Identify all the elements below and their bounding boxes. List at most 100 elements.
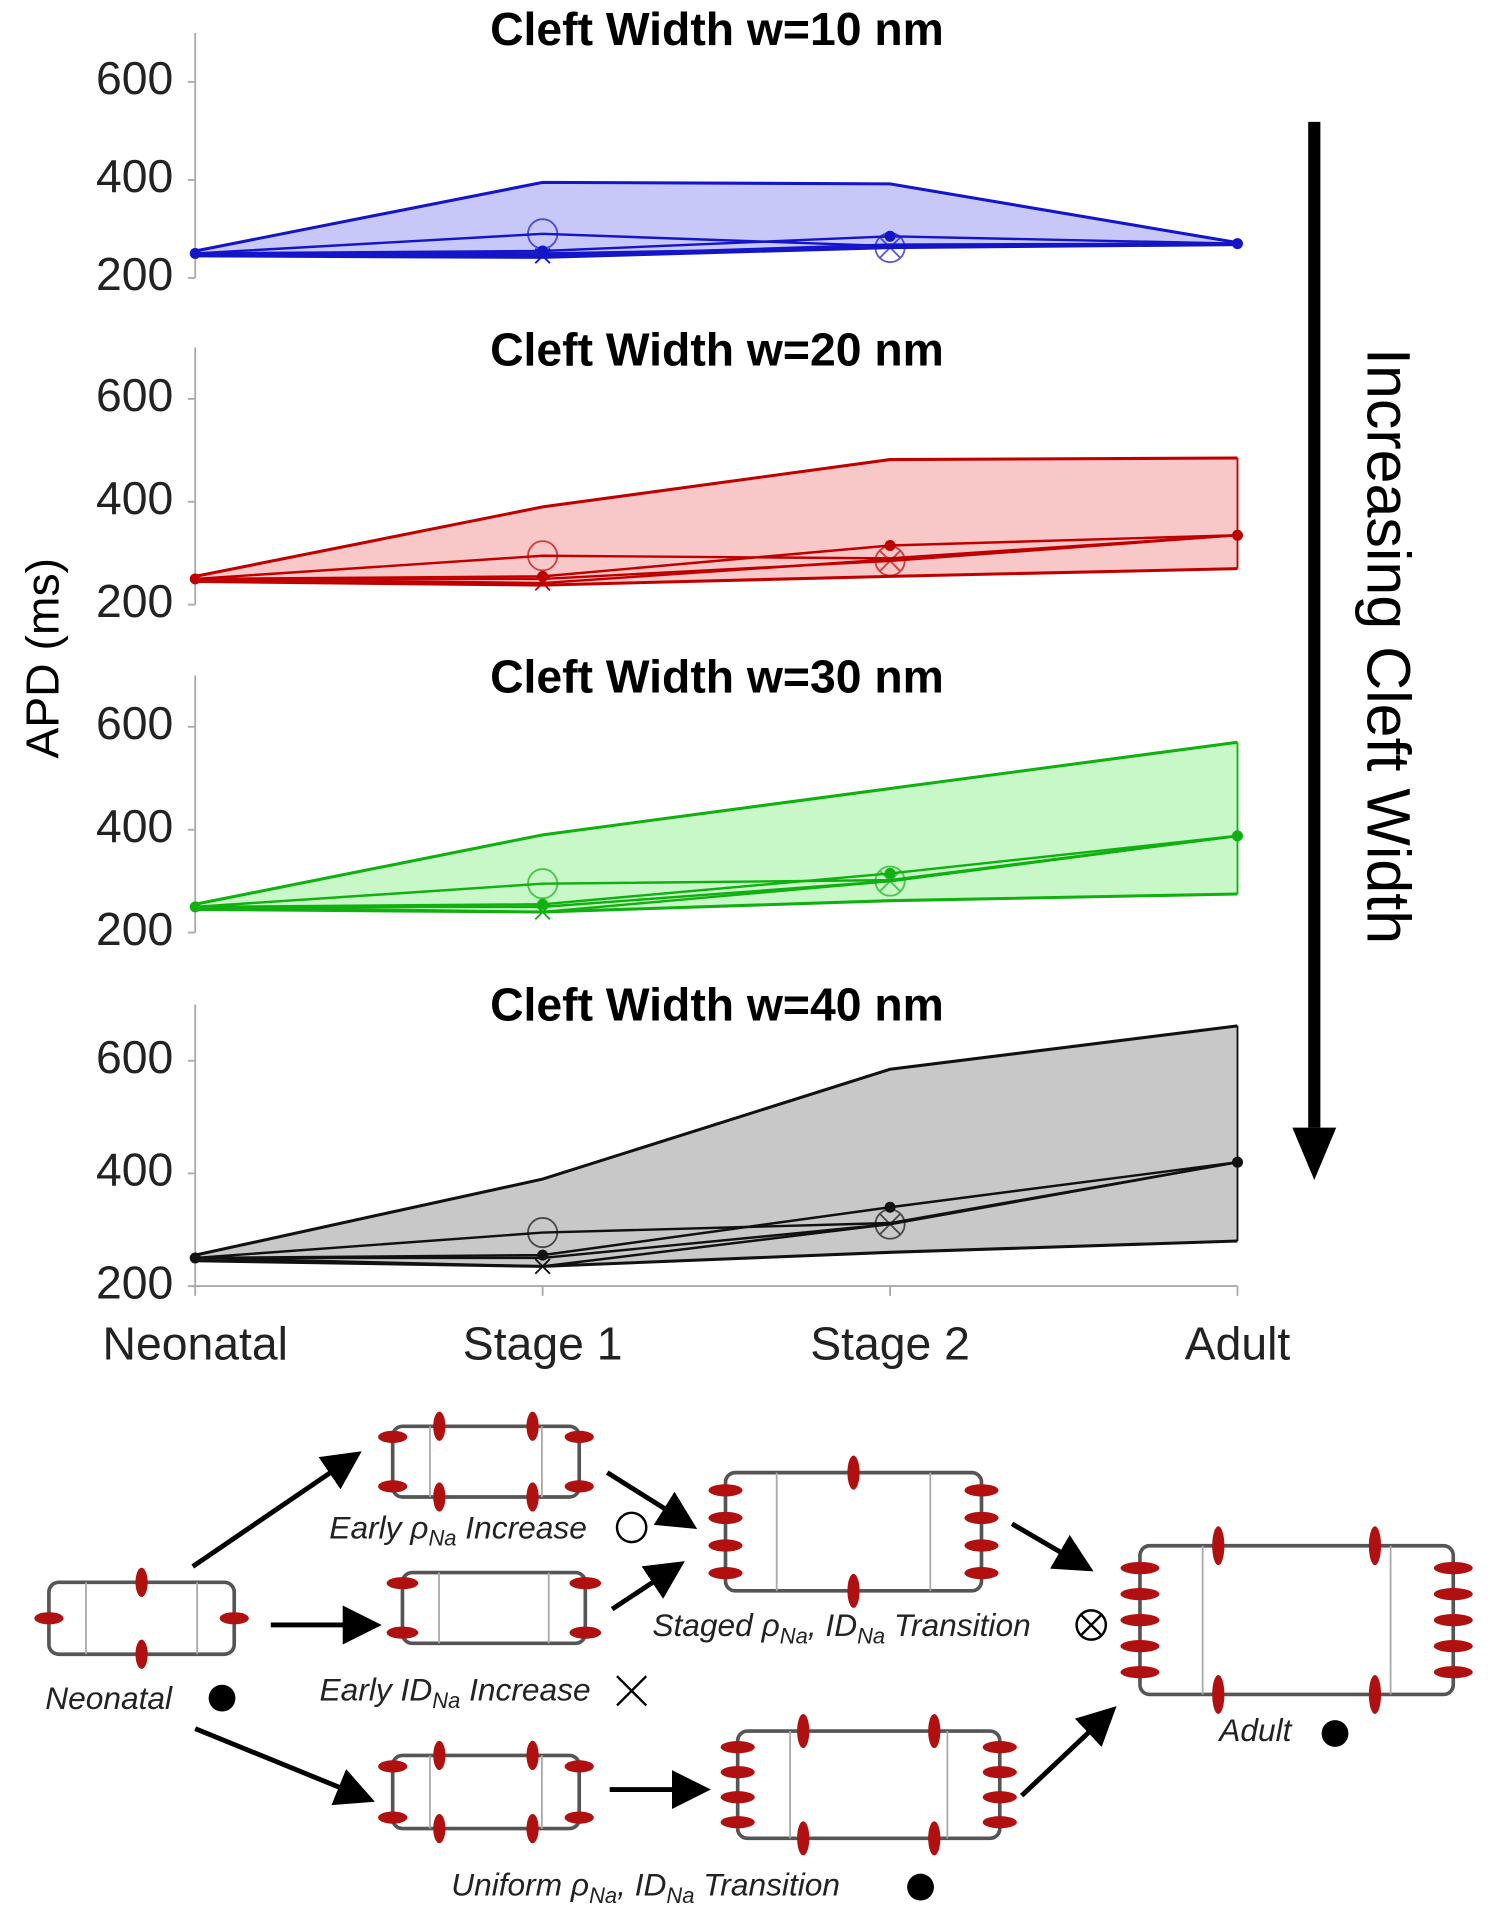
y-tick-label: 400 (96, 1144, 173, 1196)
channel (564, 1811, 594, 1824)
band-area (195, 1025, 1238, 1267)
stage-label: Early IDNa Increase (320, 1672, 591, 1713)
pathway-line (195, 242, 1238, 255)
pathway-line (195, 834, 1238, 909)
y-tick-label: 600 (96, 697, 173, 749)
channel (564, 1480, 594, 1493)
channel (564, 1430, 594, 1443)
channel (378, 1480, 408, 1493)
y-tick-label: 600 (96, 52, 173, 104)
band-lower (195, 567, 1238, 587)
band-upper (194, 456, 1238, 578)
channel (720, 1791, 755, 1804)
channel (847, 1573, 860, 1608)
channel (720, 1816, 755, 1829)
label-part: , ID (808, 1607, 857, 1643)
pathway-line (195, 1160, 1238, 1260)
label-part: Uniform ρ (451, 1867, 589, 1903)
label-part: Staged ρ (652, 1607, 779, 1643)
cell (378, 1740, 594, 1844)
stage-label: Early ρNa Increase (329, 1509, 587, 1550)
channel (964, 1511, 999, 1525)
channel (1433, 1614, 1473, 1627)
annotation: Increasing Cleft Width (1355, 348, 1423, 944)
channel (378, 1811, 408, 1824)
chart-title: Cleft Width w=20 nm (490, 324, 944, 376)
panel: Cleft Width w=30 nm 200 400 600 (96, 650, 1243, 955)
channel (797, 1713, 810, 1749)
channel (1120, 1561, 1160, 1575)
arrows (191, 1451, 1117, 1810)
label-sub: Na (780, 1623, 808, 1648)
cell (720, 1713, 1017, 1856)
marker-dot (189, 901, 201, 913)
channel (526, 1411, 539, 1441)
label-part: Increase (460, 1672, 590, 1708)
channel (1368, 1674, 1382, 1714)
channel (378, 1430, 408, 1443)
x-tick-label: Neonatal (103, 1317, 288, 1369)
band-area (195, 742, 1238, 912)
label-sub: Na (428, 1526, 456, 1551)
channel (1120, 1587, 1160, 1601)
label-sub: Na (432, 1688, 460, 1713)
channel (928, 1821, 941, 1856)
band-upper (194, 740, 1238, 906)
marker-dot (884, 867, 896, 879)
channel (569, 1626, 602, 1639)
chart-title: Cleft Width w=30 nm (490, 650, 944, 702)
channel (964, 1484, 999, 1497)
y-tick-label: 200 (96, 903, 173, 955)
label-part: , ID (617, 1867, 666, 1903)
marker-dot (537, 245, 549, 257)
y-tick-label: 600 (96, 369, 173, 421)
channel (982, 1816, 1017, 1829)
channel (708, 1539, 743, 1552)
channel (433, 1411, 446, 1441)
marker-dot (537, 570, 549, 582)
marker-dot (189, 1252, 201, 1264)
channel (964, 1567, 999, 1580)
channel (720, 1741, 755, 1754)
symbols (208, 1511, 1349, 1901)
band-area (195, 458, 1238, 586)
channel (526, 1813, 539, 1844)
x-tick-label: Stage 1 (463, 1317, 623, 1369)
y-tick-label: 600 (96, 1031, 173, 1083)
pathway-line (195, 1160, 1238, 1260)
label-sub: Na (666, 1883, 694, 1908)
label-part: Early ID (320, 1672, 433, 1708)
marker-dot (189, 573, 201, 585)
cell-body (390, 1424, 582, 1499)
channel (982, 1741, 1017, 1754)
y-tick-label: 200 (96, 575, 173, 627)
channel (564, 1760, 594, 1773)
marker-circle (527, 1217, 559, 1249)
cell (386, 1570, 602, 1646)
channel (386, 1577, 419, 1590)
y-axis-label: APD (ms) (17, 558, 69, 759)
channel (1433, 1561, 1473, 1575)
y-tick-label: 200 (96, 1256, 173, 1308)
cell-body (1138, 1543, 1456, 1697)
y-tick-label: 400 (96, 472, 173, 524)
channel (708, 1567, 743, 1580)
channel (1212, 1674, 1225, 1714)
marker-otimes (874, 1208, 906, 1240)
channel (797, 1821, 810, 1856)
stage-label: Neonatal (45, 1680, 173, 1716)
marker-dot (884, 540, 896, 551)
channel (433, 1740, 446, 1771)
cells (34, 1411, 1473, 1856)
marker-dot (884, 1201, 896, 1213)
cell-body (723, 1470, 984, 1593)
pathway-line (195, 533, 1238, 581)
channel (569, 1577, 602, 1590)
x-tick-label: Stage 2 (810, 1317, 970, 1369)
panel: Cleft Width w=10 nm 200 400 600 (96, 3, 1243, 300)
stage-label: Adult (1217, 1712, 1292, 1748)
channel (135, 1639, 148, 1669)
channel (964, 1539, 999, 1552)
